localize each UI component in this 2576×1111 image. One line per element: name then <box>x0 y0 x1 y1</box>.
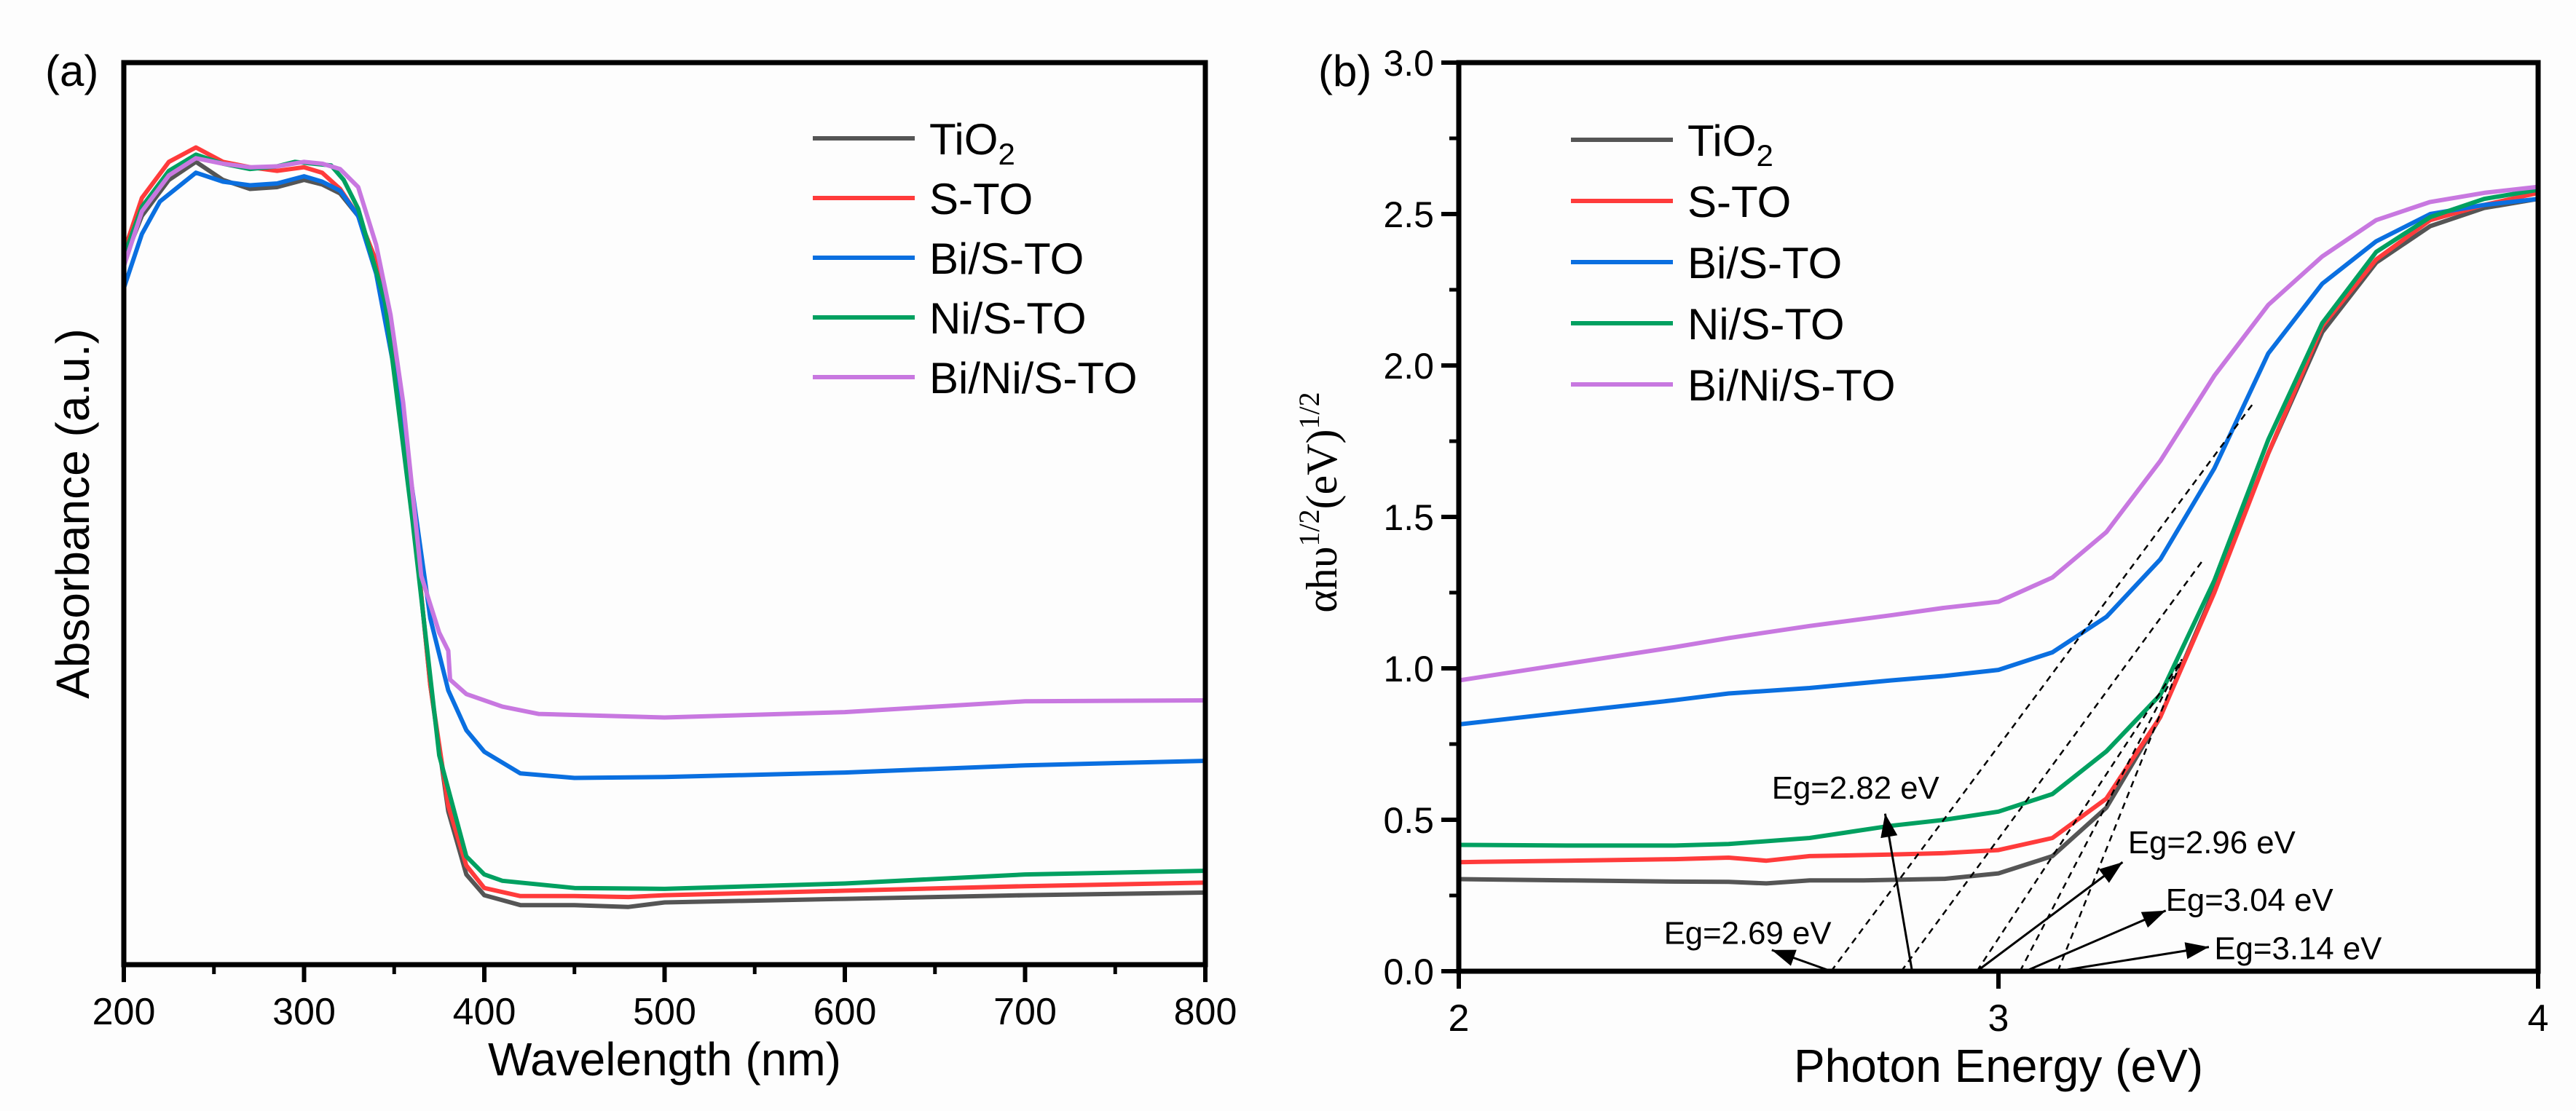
legend-label: S-TO <box>1687 178 1791 226</box>
x-tick-label: 300 <box>272 991 336 1033</box>
legend-label-main: TiO <box>1687 116 1756 165</box>
x-tick-label: 500 <box>633 991 696 1033</box>
annotation-label: Eg=3.14 eV <box>2214 930 2382 966</box>
legend-label-main: TiO <box>929 115 998 164</box>
annotation-label: Eg=2.82 eV <box>1772 770 1940 806</box>
annotation-arrow <box>1976 861 2124 973</box>
legend-label: Ni/S-TO <box>1687 300 1845 349</box>
tangent-line <box>1830 404 2253 972</box>
y-axis-label-superscript: 1/2 <box>1293 392 1326 429</box>
series-line-s-to <box>1458 190 2539 865</box>
panel-b-tauc-plot: Eg=2.69 eV Eg=2.82 eV Eg=2.96 eV Eg=3.04 eV… <box>1293 43 2548 1092</box>
x-axis-label: Wavelength (nm) <box>488 1033 841 1086</box>
x-axis-label: Photon Energy (eV) <box>1794 1040 2203 1092</box>
annotation-label: Eg=2.69 eV <box>1664 916 1832 952</box>
annotation-arrow <box>2057 946 2210 973</box>
annotation-arrowhead <box>1880 813 1898 839</box>
panel-label: (a) <box>45 47 98 95</box>
legend-label: S-TO <box>929 175 1033 224</box>
y-tick-label: 0.5 <box>1383 800 1434 841</box>
legend-label-subscript: 2 <box>1756 138 1773 173</box>
tangent-line <box>1900 558 2205 972</box>
legend-label: Ni/S-TO <box>929 294 1087 343</box>
panel-a-absorbance-chart: 200 300 400 500 600 700 800 Wavelength (nm) Abso… <box>45 47 1237 1086</box>
annotation-label: Eg=3.04 eV <box>2166 882 2334 918</box>
y-tick-label: 3.0 <box>1383 43 1434 84</box>
legend-label-subscript: 2 <box>998 137 1015 171</box>
x-tick-label: 400 <box>453 991 516 1033</box>
y-axis-label: αhυ1/2(eV)1/2 <box>1293 392 1346 612</box>
y-axis-label-unit: (eV) <box>1298 429 1346 509</box>
x-tick-label: 700 <box>993 991 1057 1033</box>
y-tick-label: 2.5 <box>1383 194 1434 235</box>
y-tick-label: 1.0 <box>1383 649 1434 689</box>
y-axis-label-base: αhυ <box>1298 547 1346 613</box>
legend-label: Bi/Ni/S-TO <box>929 354 1138 403</box>
annotation-arrowhead <box>1771 949 1797 966</box>
legend-label: Bi/Ni/S-TO <box>1687 361 1896 410</box>
series-line-bi-s-to <box>1458 197 2539 727</box>
y-axis-label-superscript: 1/2 <box>1293 509 1326 546</box>
panel-label: (b) <box>1318 47 1371 95</box>
y-tick-label: 1.5 <box>1383 497 1434 538</box>
annotation-arrowhead <box>2184 942 2209 960</box>
series-line-bi-ni-s-to <box>122 156 1206 720</box>
annotation-arrow <box>2025 909 2167 973</box>
series-line-bi-s-to <box>122 170 1206 780</box>
x-tick-label: 4 <box>2528 997 2549 1040</box>
x-tick-label: 600 <box>814 991 877 1033</box>
legend-label: TiO2 <box>929 115 1015 171</box>
x-tick-label: 800 <box>1174 991 1237 1033</box>
annotation-arrowhead <box>2098 862 2123 883</box>
tangent-line <box>2057 659 2183 972</box>
annotation-arrowhead <box>2140 910 2166 928</box>
tangent-line <box>1976 658 2183 972</box>
x-tick-label: 3 <box>1988 997 2009 1040</box>
y-axis-label: Absorbance (a.u.) <box>47 328 99 699</box>
x-tick-label: 2 <box>1449 997 1470 1040</box>
legend-label: Bi/S-TO <box>929 234 1084 283</box>
y-tick-label: 2.0 <box>1383 346 1434 387</box>
x-tick-label: 200 <box>92 991 156 1033</box>
series-line-bi-ni-s-to <box>1458 184 2539 683</box>
series-line-ni-s-to <box>1458 187 2539 848</box>
annotation-arrow <box>1883 813 1913 972</box>
legend-label: Bi/S-TO <box>1687 239 1842 288</box>
annotation-label: Eg=2.96 eV <box>2128 825 2296 861</box>
y-tick-label: 0.0 <box>1383 952 1434 992</box>
legend-label: TiO2 <box>1687 116 1773 173</box>
